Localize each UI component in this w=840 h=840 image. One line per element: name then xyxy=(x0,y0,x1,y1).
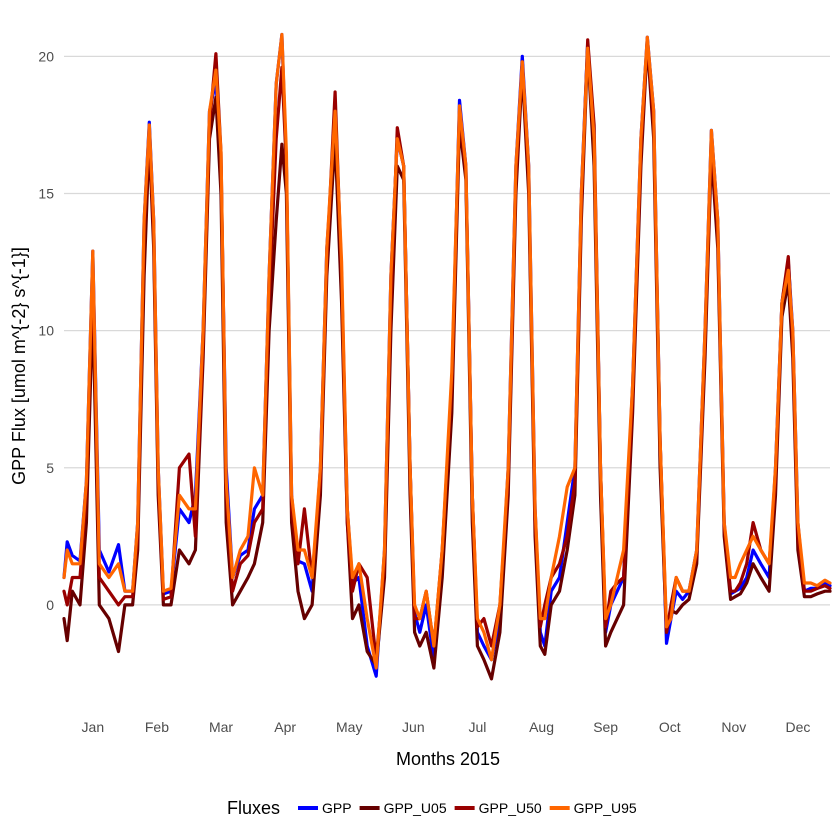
legend-label-gpp-u05: GPP_U05 xyxy=(384,800,447,816)
x-tick-label-jul: Jul xyxy=(468,719,486,735)
x-tick-label-oct: Oct xyxy=(659,719,681,735)
x-tick-label-mar: Mar xyxy=(209,719,233,735)
x-tick-label-feb: Feb xyxy=(145,719,169,735)
y-tick-label-5: 5 xyxy=(46,460,54,476)
y-tick-label-10: 10 xyxy=(38,323,54,339)
series-line-gpp-u50 xyxy=(62,38,832,662)
y-tick-label-15: 15 xyxy=(38,186,54,202)
series-line-gpp xyxy=(62,32,832,678)
y-axis-ticks: 0 5 10 15 20 xyxy=(38,48,54,613)
x-tick-label-jun: Jun xyxy=(402,719,425,735)
x-tick-label-jan: Jan xyxy=(82,719,105,735)
legend-label-gpp-u50: GPP_U50 xyxy=(479,800,542,816)
y-tick-label-0: 0 xyxy=(46,597,54,613)
legend-label-gpp-u95: GPP_U95 xyxy=(574,800,637,816)
series-line-gpp-u05 xyxy=(62,41,832,681)
y-tick-label-20: 20 xyxy=(38,48,54,64)
x-tick-label-apr: Apr xyxy=(274,719,296,735)
legend-label-gpp: GPP xyxy=(322,800,352,816)
x-axis-ticks: Jan Feb Mar Apr May Jun Jul Aug Sep Oct Nov Dec xyxy=(82,719,811,735)
legend-title: Fluxes xyxy=(227,798,280,818)
legend-items: GPP GPP_U05 GPP_U50 GPP_U95 xyxy=(298,800,637,816)
x-tick-label-sep: Sep xyxy=(593,719,618,735)
y-axis-title: GPP Flux [umol m^{-2} s^{-1}] xyxy=(9,247,29,485)
x-tick-label-nov: Nov xyxy=(721,719,746,735)
legend: Fluxes GPP GPP_U05 GPP_U50 GPP_U95 xyxy=(227,798,637,818)
x-tick-label-dec: Dec xyxy=(785,719,810,735)
x-tick-label-may: May xyxy=(336,719,362,735)
x-tick-label-aug: Aug xyxy=(529,719,554,735)
series-lines xyxy=(62,32,832,681)
x-axis-title: Months 2015 xyxy=(396,749,500,769)
series-line-gpp-u95 xyxy=(62,32,832,670)
